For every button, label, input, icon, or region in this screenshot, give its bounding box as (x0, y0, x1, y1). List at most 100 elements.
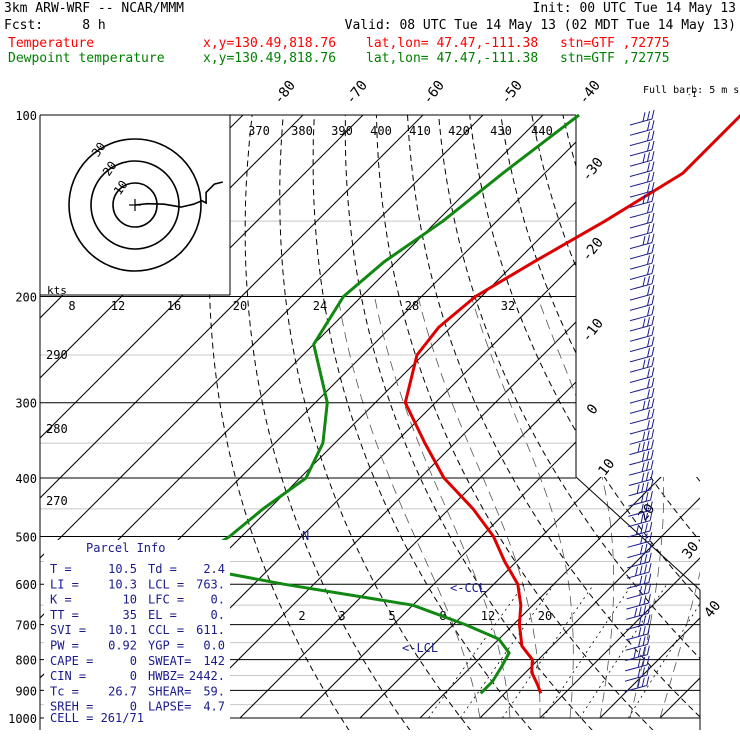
barb-staff (629, 365, 653, 373)
wind-barb (624, 666, 650, 682)
barb-staff (628, 468, 652, 476)
parcel-info-label: CIN = (50, 669, 86, 683)
wind-barb (629, 212, 655, 229)
wind-barb (626, 563, 652, 579)
barb-flag (645, 512, 649, 523)
barb-flag (648, 552, 652, 563)
barb-flag (651, 398, 655, 408)
speed-scale-label: kts (47, 284, 67, 297)
barb-flag (642, 112, 646, 122)
barb-flag (641, 462, 645, 472)
barb-flag (651, 284, 655, 295)
barb-staff (629, 283, 653, 291)
barb-staff (629, 190, 653, 198)
wind-barb (629, 223, 655, 239)
barb-flag (638, 606, 642, 616)
barb-flag (644, 543, 648, 553)
wind-barb (629, 243, 655, 260)
barb-flag (650, 480, 654, 490)
wind-barb (629, 202, 655, 219)
barb-staff (629, 118, 653, 126)
barb-flag (647, 296, 650, 306)
barb-flag (645, 502, 649, 512)
isotherm-label: -80 (271, 78, 299, 108)
barb-flag (647, 347, 650, 358)
wind-barb (625, 635, 651, 651)
legend-latlon: lat,lon= 47.47,-111.38 (366, 51, 539, 66)
wind-barb (629, 418, 655, 435)
barb-flag (651, 408, 655, 418)
parcel-info-value: 10.1 (108, 623, 137, 637)
moist-adiabat (659, 570, 700, 719)
barb-flag (635, 566, 639, 576)
wind-barb (627, 542, 652, 559)
theta-label: 440 (531, 124, 553, 138)
barb-flag (638, 637, 642, 647)
barb-flag (638, 596, 642, 606)
wind-barb (625, 614, 651, 631)
barb-flag (651, 346, 655, 357)
moist-adiabat (337, 296, 481, 719)
parcel-info-label: SWEAT= (148, 654, 191, 668)
isotherm (40, 115, 484, 559)
barb-flag (639, 586, 643, 596)
barb-flag (637, 678, 641, 689)
barb-staff (629, 200, 653, 208)
pressure-label: 100 (15, 109, 37, 123)
barb-flag (651, 120, 655, 130)
wind-barb (629, 120, 655, 136)
barb-staff (628, 499, 651, 507)
barb-flag (638, 627, 642, 637)
barb-flag (642, 359, 646, 369)
parcel-info-label: T = (50, 562, 72, 576)
mixing-ratio-line (501, 583, 595, 719)
theta-label: 410 (409, 124, 431, 138)
barb-flag (651, 387, 655, 398)
wind-barb (629, 130, 655, 147)
mixing-ratio-label: 12 (481, 609, 495, 623)
barb-flag (651, 357, 655, 367)
parcel-info-value: 10.5 (108, 562, 137, 576)
barb-staff (629, 376, 653, 383)
parcel-info-value: 26.7 (108, 684, 137, 698)
barb-flag (647, 389, 650, 399)
barb-flag (646, 645, 650, 655)
theta-label: 400 (370, 124, 392, 138)
barb-flag (644, 553, 648, 564)
barb-flag (641, 483, 645, 493)
barb-flag (640, 534, 644, 544)
barb-staff (625, 643, 648, 651)
barb-flag (647, 214, 650, 224)
ccl-annotation: <-CCL (450, 581, 486, 595)
barb-flag (651, 161, 655, 171)
barb-flag (647, 141, 650, 152)
parcel-info-label: Tc = (50, 684, 79, 698)
wind-barb (629, 357, 655, 373)
barb-flag (651, 181, 655, 192)
barb-flag (647, 624, 651, 635)
barb-flag (645, 492, 649, 502)
barb-flag (640, 493, 644, 503)
barb-flag (643, 605, 647, 615)
legend-label: Dewpoint temperature (8, 51, 165, 66)
barb-staff (627, 530, 650, 538)
hodograph-trace (134, 181, 223, 208)
barb-flag (637, 647, 641, 658)
hodograph-ring-label: 20 (100, 159, 120, 179)
barb-flag (635, 525, 639, 535)
barb-flag (647, 183, 650, 193)
wind-barb (627, 532, 653, 548)
barb-flag (646, 440, 650, 450)
parcel-info-label: LCL = (148, 577, 184, 591)
isotherm-label: -40 (576, 78, 604, 108)
barb-staff (629, 458, 652, 466)
dry-adiabat (469, 115, 700, 601)
parcel-info-value: 0 (130, 700, 137, 714)
barb-staff (629, 293, 653, 301)
barb-staff (627, 551, 650, 559)
barb-staff (626, 582, 649, 589)
barb-flag (642, 636, 646, 646)
barb-flag (651, 192, 655, 202)
parcel-info-label: PW = (50, 639, 79, 653)
barb-staff (629, 345, 653, 353)
